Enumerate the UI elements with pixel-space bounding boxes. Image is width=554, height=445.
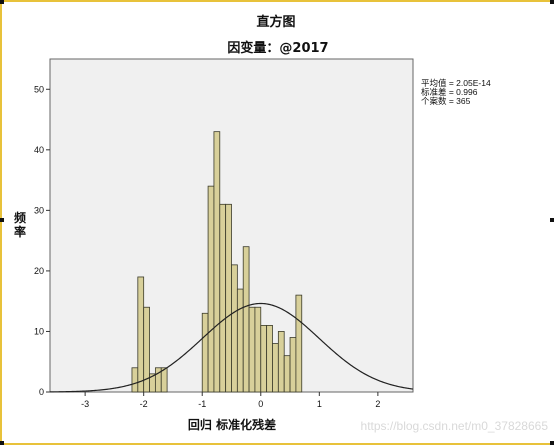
histogram-bar — [242, 246, 250, 393]
x-tick-label: 2 — [375, 399, 380, 409]
y-tick-label: 50 — [34, 84, 44, 94]
histogram-bar — [248, 306, 256, 393]
x-tick-label: -1 — [198, 399, 206, 409]
watermark: https://blog.csdn.net/m0_37828665 — [361, 419, 549, 433]
histogram-bar — [160, 367, 168, 393]
chart-subtitle: 因变量：@2017 — [227, 40, 328, 56]
resize-handle-top-right[interactable] — [550, 0, 554, 4]
x-axis: -3 -2 -1 0 1 2 — [81, 392, 380, 409]
histogram-bar — [272, 343, 279, 393]
resize-handle-left[interactable] — [0, 218, 4, 222]
y-tick-label: 40 — [34, 145, 44, 155]
histogram-bar — [143, 306, 150, 393]
histogram-bar — [277, 331, 285, 393]
y-tick-label: 30 — [34, 205, 44, 215]
y-axis-label: 频率 — [14, 210, 26, 239]
histogram-bar — [260, 324, 268, 393]
histogram-bar — [289, 337, 297, 393]
histogram-bar — [283, 355, 291, 393]
histogram-bar — [219, 203, 227, 393]
histogram-bar — [231, 264, 238, 393]
histogram-bar — [207, 185, 215, 393]
resize-handle-bottom-left[interactable] — [0, 441, 4, 445]
histogram-bar — [236, 288, 244, 393]
frame-top-border — [0, 0, 554, 2]
histogram-bar — [131, 367, 139, 393]
x-tick-label: 1 — [317, 399, 322, 409]
stat-n: 个案数 = 365 — [421, 96, 471, 106]
resize-handle-bottom-right[interactable] — [550, 441, 554, 445]
histogram-bar — [266, 324, 273, 393]
stat-std: 标准差 = 0.996 — [421, 87, 478, 97]
histogram-bars — [131, 131, 303, 393]
y-axis: 0 10 20 30 40 50 — [34, 84, 50, 397]
y-tick-label: 10 — [34, 326, 44, 336]
resize-handle-right[interactable] — [550, 218, 554, 222]
x-tick-label: 0 — [258, 399, 263, 409]
frame-left-border — [0, 0, 2, 445]
histogram-bar — [137, 276, 145, 393]
y-tick-label: 20 — [34, 266, 44, 276]
histogram-bar — [295, 294, 303, 393]
x-axis-label: 回归 标准化残差 — [188, 417, 276, 432]
histogram-bar — [254, 306, 262, 393]
histogram-bar — [213, 131, 221, 393]
resize-handle-top-left[interactable] — [0, 0, 4, 4]
y-axis-label-char: 频 — [14, 210, 26, 225]
histogram-bar — [201, 312, 209, 393]
x-tick-label: -3 — [81, 399, 89, 409]
histogram-bar — [225, 203, 232, 393]
y-tick-label: 0 — [39, 387, 44, 397]
x-tick-label: -2 — [140, 399, 148, 409]
frame-bottom-border — [0, 443, 554, 445]
y-axis-label-char: 率 — [14, 224, 26, 239]
stat-mean: 平均值 = 2.05E-14 — [421, 78, 491, 88]
normal-curve — [49, 302, 414, 393]
chart-title: 直方图 — [256, 14, 295, 30]
stats-box: 平均值 = 2.05E-14 标准差 = 0.996 个案数 = 365 — [421, 78, 491, 106]
